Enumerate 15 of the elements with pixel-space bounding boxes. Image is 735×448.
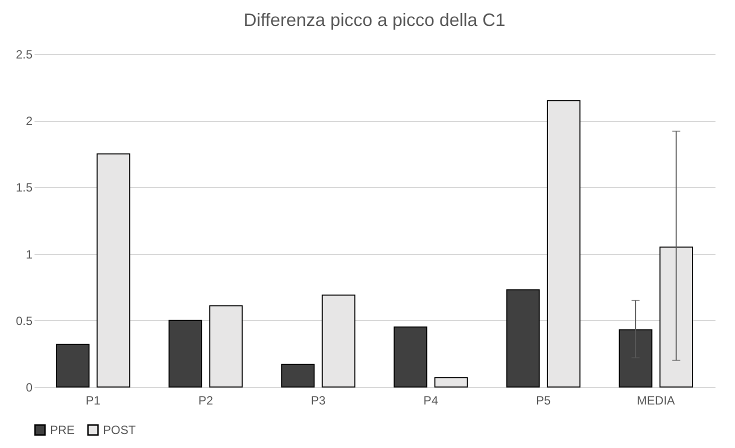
legend-label: PRE xyxy=(50,423,75,437)
x-tick-label: P1 xyxy=(86,394,101,408)
x-tick-label: P3 xyxy=(310,394,326,408)
y-tick-label: 2 xyxy=(26,114,33,128)
x-tick-label: MEDIA xyxy=(636,394,675,408)
x-tick-label: P5 xyxy=(536,394,552,408)
y-tick-label: 0.5 xyxy=(16,314,33,328)
y-tick-label: 2.5 xyxy=(16,48,33,62)
y-tick-label: 1.5 xyxy=(16,180,33,195)
x-tick-label: P4 xyxy=(423,394,438,408)
chart-title: Differenza picco a picco della C1 xyxy=(244,10,506,30)
legend-label: POST xyxy=(103,423,136,437)
x-tick-label: P2 xyxy=(198,394,214,408)
y-tick-label: 1 xyxy=(26,247,33,262)
y-tick-label: 0 xyxy=(26,380,33,394)
